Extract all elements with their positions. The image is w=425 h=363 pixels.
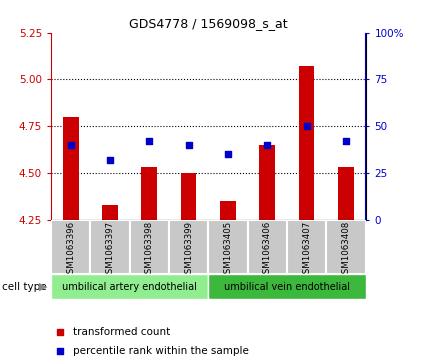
Text: GSM1063407: GSM1063407 [302, 221, 311, 280]
Bar [169, 220, 208, 274]
Bar [130, 220, 169, 274]
Text: GSM1063397: GSM1063397 [105, 221, 114, 280]
Text: GSM1063405: GSM1063405 [224, 221, 232, 280]
Point [343, 138, 349, 144]
Bar [142, 167, 157, 220]
Text: ▶: ▶ [39, 281, 48, 291]
Bar [220, 201, 236, 220]
Text: umbilical vein endothelial: umbilical vein endothelial [224, 282, 350, 292]
Point [57, 348, 64, 354]
Point [67, 142, 74, 148]
Text: cell type: cell type [2, 282, 47, 292]
Bar [299, 66, 314, 220]
Point [264, 142, 271, 148]
Text: transformed count: transformed count [73, 327, 170, 337]
Bar [51, 274, 208, 299]
Text: percentile rank within the sample: percentile rank within the sample [73, 346, 249, 356]
Text: GSM1063396: GSM1063396 [66, 221, 75, 280]
Bar [247, 220, 287, 274]
Bar [181, 173, 196, 220]
Point [57, 329, 64, 335]
Text: umbilical artery endothelial: umbilical artery endothelial [62, 282, 197, 292]
Bar [51, 220, 90, 274]
Bar [90, 220, 130, 274]
Text: GSM1063406: GSM1063406 [263, 221, 272, 280]
Text: GSM1063398: GSM1063398 [145, 221, 154, 280]
Bar [102, 205, 118, 220]
Point [224, 151, 231, 157]
Title: GDS4778 / 1569098_s_at: GDS4778 / 1569098_s_at [129, 17, 288, 30]
Text: GSM1063408: GSM1063408 [341, 221, 350, 280]
Text: GSM1063399: GSM1063399 [184, 221, 193, 279]
Bar [63, 117, 79, 220]
Point [107, 157, 113, 163]
Bar [326, 220, 366, 274]
Point [146, 138, 153, 144]
Bar [338, 167, 354, 220]
Bar [287, 220, 326, 274]
Point [303, 123, 310, 129]
Bar [259, 145, 275, 220]
Point [185, 142, 192, 148]
Bar [208, 274, 366, 299]
Bar [208, 220, 247, 274]
